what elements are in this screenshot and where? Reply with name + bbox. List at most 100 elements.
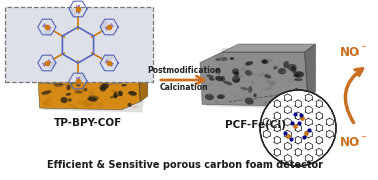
Ellipse shape bbox=[96, 103, 104, 108]
Ellipse shape bbox=[132, 106, 139, 108]
Text: $_3$$^-$: $_3$$^-$ bbox=[354, 46, 368, 58]
Ellipse shape bbox=[65, 66, 74, 70]
Ellipse shape bbox=[277, 70, 288, 73]
Ellipse shape bbox=[46, 101, 52, 105]
Ellipse shape bbox=[68, 77, 78, 84]
Ellipse shape bbox=[284, 96, 288, 100]
Ellipse shape bbox=[232, 68, 239, 74]
Circle shape bbox=[260, 90, 336, 166]
Ellipse shape bbox=[77, 100, 88, 106]
Ellipse shape bbox=[115, 75, 121, 81]
Ellipse shape bbox=[233, 74, 243, 80]
Ellipse shape bbox=[99, 67, 106, 70]
Ellipse shape bbox=[48, 61, 57, 69]
FancyArrowPatch shape bbox=[345, 69, 363, 123]
Ellipse shape bbox=[118, 91, 122, 96]
Text: NO: NO bbox=[340, 46, 360, 58]
Ellipse shape bbox=[75, 79, 84, 82]
Ellipse shape bbox=[57, 62, 61, 66]
Ellipse shape bbox=[57, 76, 62, 79]
Ellipse shape bbox=[112, 76, 121, 82]
Ellipse shape bbox=[89, 91, 94, 95]
Ellipse shape bbox=[295, 89, 304, 92]
Ellipse shape bbox=[258, 73, 265, 77]
Ellipse shape bbox=[91, 78, 94, 80]
Polygon shape bbox=[206, 48, 316, 109]
Ellipse shape bbox=[78, 61, 83, 68]
Ellipse shape bbox=[85, 103, 95, 107]
Ellipse shape bbox=[214, 53, 224, 58]
Text: Calcination: Calcination bbox=[160, 83, 208, 92]
Text: NO: NO bbox=[340, 136, 360, 148]
Ellipse shape bbox=[76, 60, 84, 66]
Ellipse shape bbox=[66, 93, 71, 96]
Ellipse shape bbox=[278, 70, 284, 73]
Ellipse shape bbox=[278, 68, 286, 74]
Ellipse shape bbox=[294, 71, 304, 77]
Ellipse shape bbox=[240, 87, 248, 90]
Ellipse shape bbox=[101, 83, 108, 89]
Ellipse shape bbox=[113, 61, 122, 67]
Polygon shape bbox=[59, 51, 148, 59]
Ellipse shape bbox=[114, 91, 117, 98]
Text: $_2$$^-$: $_2$$^-$ bbox=[354, 136, 368, 148]
Ellipse shape bbox=[75, 91, 83, 93]
Ellipse shape bbox=[77, 77, 88, 83]
Ellipse shape bbox=[127, 74, 133, 78]
Polygon shape bbox=[200, 52, 308, 106]
Ellipse shape bbox=[265, 74, 271, 78]
Ellipse shape bbox=[42, 91, 51, 95]
Ellipse shape bbox=[99, 21, 108, 29]
Ellipse shape bbox=[273, 66, 277, 69]
Ellipse shape bbox=[85, 79, 91, 84]
Ellipse shape bbox=[240, 66, 246, 72]
Ellipse shape bbox=[43, 30, 53, 37]
Ellipse shape bbox=[44, 59, 54, 65]
Ellipse shape bbox=[102, 78, 106, 81]
Ellipse shape bbox=[206, 75, 214, 78]
Ellipse shape bbox=[128, 103, 132, 107]
Ellipse shape bbox=[64, 71, 72, 74]
Ellipse shape bbox=[205, 94, 214, 100]
FancyBboxPatch shape bbox=[5, 7, 153, 82]
Ellipse shape bbox=[232, 76, 240, 83]
Text: Efficient & Sensitive porous carbon foam detector: Efficient & Sensitive porous carbon foam… bbox=[47, 160, 323, 170]
Ellipse shape bbox=[70, 8, 76, 18]
Ellipse shape bbox=[266, 80, 276, 85]
Text: PCF-Fe(Cl): PCF-Fe(Cl) bbox=[225, 120, 285, 130]
Polygon shape bbox=[305, 44, 316, 97]
Ellipse shape bbox=[234, 72, 239, 78]
Ellipse shape bbox=[294, 78, 303, 81]
Ellipse shape bbox=[101, 62, 110, 69]
Ellipse shape bbox=[262, 60, 266, 63]
Ellipse shape bbox=[245, 61, 253, 65]
Ellipse shape bbox=[89, 95, 99, 99]
Ellipse shape bbox=[294, 88, 298, 94]
Ellipse shape bbox=[291, 66, 296, 73]
Ellipse shape bbox=[60, 69, 64, 72]
Ellipse shape bbox=[100, 87, 105, 91]
Ellipse shape bbox=[287, 64, 297, 71]
Polygon shape bbox=[222, 44, 316, 52]
Ellipse shape bbox=[99, 84, 108, 90]
Polygon shape bbox=[37, 59, 140, 110]
Ellipse shape bbox=[129, 91, 136, 96]
Ellipse shape bbox=[83, 100, 91, 106]
Ellipse shape bbox=[122, 84, 127, 86]
Ellipse shape bbox=[217, 94, 225, 99]
Ellipse shape bbox=[216, 71, 221, 75]
Ellipse shape bbox=[287, 78, 294, 83]
Ellipse shape bbox=[293, 74, 299, 77]
Ellipse shape bbox=[76, 83, 81, 86]
Ellipse shape bbox=[245, 70, 252, 76]
Ellipse shape bbox=[220, 57, 227, 61]
Ellipse shape bbox=[206, 83, 214, 87]
Ellipse shape bbox=[266, 59, 274, 62]
Ellipse shape bbox=[112, 89, 116, 93]
Ellipse shape bbox=[89, 70, 93, 76]
Ellipse shape bbox=[262, 60, 269, 64]
Ellipse shape bbox=[254, 94, 257, 97]
Text: TP-BPY-COF: TP-BPY-COF bbox=[54, 118, 122, 128]
Ellipse shape bbox=[103, 53, 113, 60]
Ellipse shape bbox=[215, 76, 223, 81]
